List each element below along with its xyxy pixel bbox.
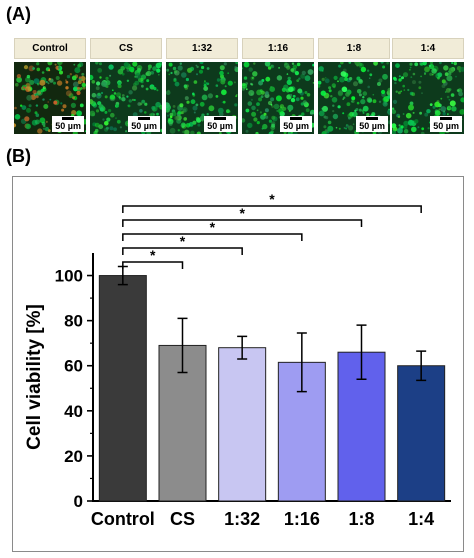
bar-1-32 xyxy=(218,347,267,502)
x-tick-label: 1:32 xyxy=(224,509,260,529)
error-bar xyxy=(356,324,367,381)
scale-bar-label: 50 µm xyxy=(433,121,459,131)
scale-bar-label: 50 µm xyxy=(359,121,385,131)
micrograph-panel: Control 50 µm CS 50 µm 1:32 50 µm 1:16 5… xyxy=(14,38,464,134)
significance-star: * xyxy=(269,191,275,207)
tile-label: CS xyxy=(90,38,162,59)
scale-bar-label: 50 µm xyxy=(207,121,233,131)
y-tick-label: 0 xyxy=(74,492,83,511)
error-bar xyxy=(416,350,427,382)
micrograph-image: 50 µm xyxy=(166,62,238,134)
y-axis-label: Cell viability [%] xyxy=(24,304,45,450)
significance-bracket xyxy=(122,261,184,269)
panel-b-label: (B) xyxy=(6,146,31,166)
scale-bar: 50 µm xyxy=(52,116,84,132)
bar-chart: 0 20 40 60 80 100 Cell viability [%] Control CS 1… xyxy=(24,191,451,529)
chart-frame: 0 20 40 60 80 100 Cell viability [%] Control CS 1… xyxy=(12,176,464,552)
x-tick-label: 1:4 xyxy=(408,509,434,529)
error-bar xyxy=(296,332,307,393)
significance-star: * xyxy=(180,233,186,249)
micrograph-image: 50 µm xyxy=(242,62,314,134)
y-tick-label: 20 xyxy=(64,447,83,466)
bar-1-4 xyxy=(397,365,446,502)
y-tick-label: 60 xyxy=(64,357,83,376)
micrograph-image: 50 µm xyxy=(90,62,162,134)
tile-label: 1:8 xyxy=(318,38,390,59)
y-tick-label: 100 xyxy=(55,267,83,286)
scale-bar-label: 50 µm xyxy=(55,121,81,131)
scale-bar: 50 µm xyxy=(430,116,462,132)
micrograph-image: 50 µm xyxy=(318,62,390,134)
scale-bar: 50 µm xyxy=(128,116,160,132)
micrograph-image: 50 µm xyxy=(392,62,464,134)
bar-control xyxy=(98,275,147,502)
significance-bracket xyxy=(122,233,303,241)
scale-bar-label: 50 µm xyxy=(283,121,309,131)
significance-star: * xyxy=(239,205,245,221)
x-tick-label: CS xyxy=(170,509,195,529)
x-tick-label: 1:16 xyxy=(284,509,320,529)
micrograph-tile-control: Control 50 µm xyxy=(14,38,86,134)
micrograph-tile-1-8: 1:8 50 µm xyxy=(318,38,390,134)
scale-bar-label: 50 µm xyxy=(131,121,157,131)
error-bar xyxy=(177,317,188,374)
micrograph-tile-1-32: 1:32 50 µm xyxy=(166,38,238,134)
scale-bar: 50 µm xyxy=(356,116,388,132)
x-tick-label: Control xyxy=(91,509,155,529)
micrograph-tile-1-4: 1:4 50 µm xyxy=(392,38,464,134)
micrograph-tile-1-16: 1:16 50 µm xyxy=(242,38,314,134)
tile-label: Control xyxy=(14,38,86,59)
micrograph-tile-cs: CS 50 µm xyxy=(90,38,162,134)
significance-bracket xyxy=(122,205,422,213)
significance-bracket xyxy=(122,219,363,227)
tile-label: 1:4 xyxy=(392,38,464,59)
panel-a-label: (A) xyxy=(6,4,31,24)
significance-bracket xyxy=(122,247,243,255)
significance-star: * xyxy=(150,247,156,263)
y-tick-label: 80 xyxy=(64,312,83,331)
tile-label: 1:16 xyxy=(242,38,314,59)
y-tick-label: 40 xyxy=(64,402,83,421)
error-bar xyxy=(237,335,248,360)
micrograph-image: 50 µm xyxy=(14,62,86,134)
scale-bar: 50 µm xyxy=(204,116,236,132)
x-tick-label: 1:8 xyxy=(348,509,374,529)
scale-bar: 50 µm xyxy=(280,116,312,132)
significance-star: * xyxy=(210,219,216,235)
tile-label: 1:32 xyxy=(166,38,238,59)
